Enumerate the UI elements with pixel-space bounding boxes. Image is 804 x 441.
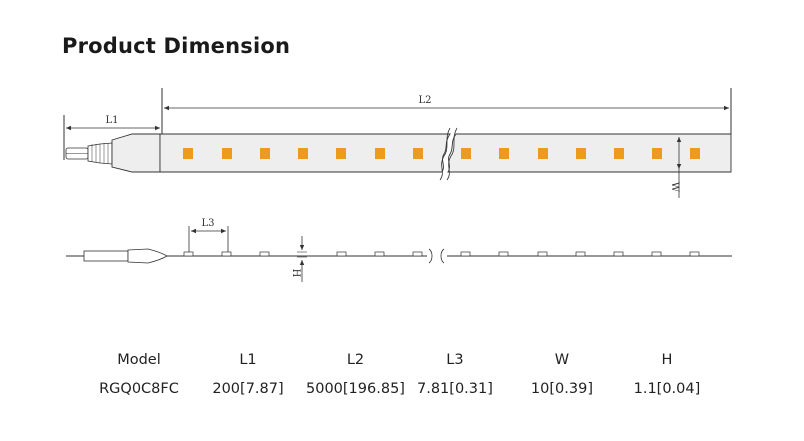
led-chip [652,148,662,159]
led-chip [375,148,385,159]
l2-label: L2 [418,95,431,106]
cable [65,142,113,165]
led-chip [576,148,586,159]
led-chip [614,148,624,159]
w-label: W [669,182,680,193]
top-view: L2 L1 [63,88,732,198]
side-connector [83,250,129,262]
side-led [221,251,232,257]
cell-l3: 7.81[0.31] [417,381,493,397]
led-chip [336,148,346,159]
led-chip [690,148,700,159]
spec-table: Model L1 L2 L3 W H RGQ0C8FC 200[7.87] 50… [88,346,715,404]
leds [183,148,700,159]
table-row: RGQ0C8FC 200[7.87] 5000[196.85] 7.81[0.3… [88,374,715,404]
side-led [575,251,586,257]
led-chip [538,148,548,159]
side-leds [183,251,700,257]
header-h: H [661,352,673,368]
l3-label: L3 [201,218,214,229]
side-led [460,251,471,257]
side-led [613,251,624,257]
side-led [259,251,270,257]
led-strip-body-right [447,133,732,173]
side-led [498,251,509,257]
page-title: Product Dimension [62,34,291,58]
led-chip [222,148,232,159]
header-l1: L1 [239,352,257,368]
led-chip [260,148,270,159]
side-led [689,251,700,257]
led-chip [499,148,509,159]
h-label: H [290,269,301,278]
side-led [336,251,347,257]
led-chip [461,148,471,159]
side-end-cap [127,248,168,264]
header-w: W [554,352,570,368]
cell-l1: 200[7.87] [212,381,284,397]
header-model: Model [117,352,161,368]
side-led [537,251,548,257]
led-chip [298,148,308,159]
end-cap [111,133,161,173]
side-view: L3 H [66,218,732,282]
header-l3: L3 [446,352,464,368]
side-led [412,251,423,257]
cell-h: 1.1[0.04] [633,381,701,397]
side-led [651,251,662,257]
side-led [183,251,194,257]
led-chip [413,148,423,159]
cell-w: 10[0.39] [530,381,593,397]
l1-label: L1 [105,115,118,126]
spec-table-header: Model L1 L2 L3 W H [88,346,715,374]
led-chip [183,148,193,159]
cell-model: RGQ0C8FC [99,381,179,397]
header-l2: L2 [346,352,365,368]
side-led [374,251,385,257]
cell-l2: 5000[196.85] [306,381,405,397]
